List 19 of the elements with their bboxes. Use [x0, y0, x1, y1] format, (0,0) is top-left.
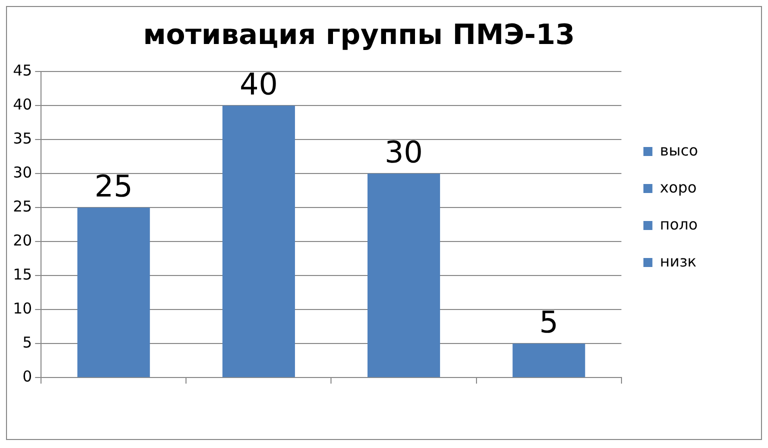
y-tick-label: 40: [12, 95, 32, 114]
y-tick-label: 5: [22, 333, 32, 352]
data-label: 30: [384, 135, 423, 170]
legend-label: поло: [660, 215, 698, 234]
y-tick-label: 25: [12, 197, 32, 216]
data-label: 25: [94, 169, 133, 204]
legend-label: низк: [660, 252, 696, 270]
legend-label: высо: [660, 141, 698, 160]
data-label: 5: [539, 305, 558, 340]
y-tick-label: 30: [12, 163, 32, 182]
y-tick-label: 20: [12, 231, 32, 250]
y-tick-label: 35: [12, 129, 32, 148]
y-tick-label: 15: [12, 265, 32, 284]
y-tick-label: 10: [12, 299, 32, 318]
y-tick-label: 45: [12, 61, 32, 80]
data-label: 40: [240, 67, 278, 102]
legend-label: хоро: [660, 178, 697, 196]
chart-title: мотивация группы ПМЭ-13: [143, 18, 575, 52]
y-tick-label: 0: [22, 367, 32, 386]
